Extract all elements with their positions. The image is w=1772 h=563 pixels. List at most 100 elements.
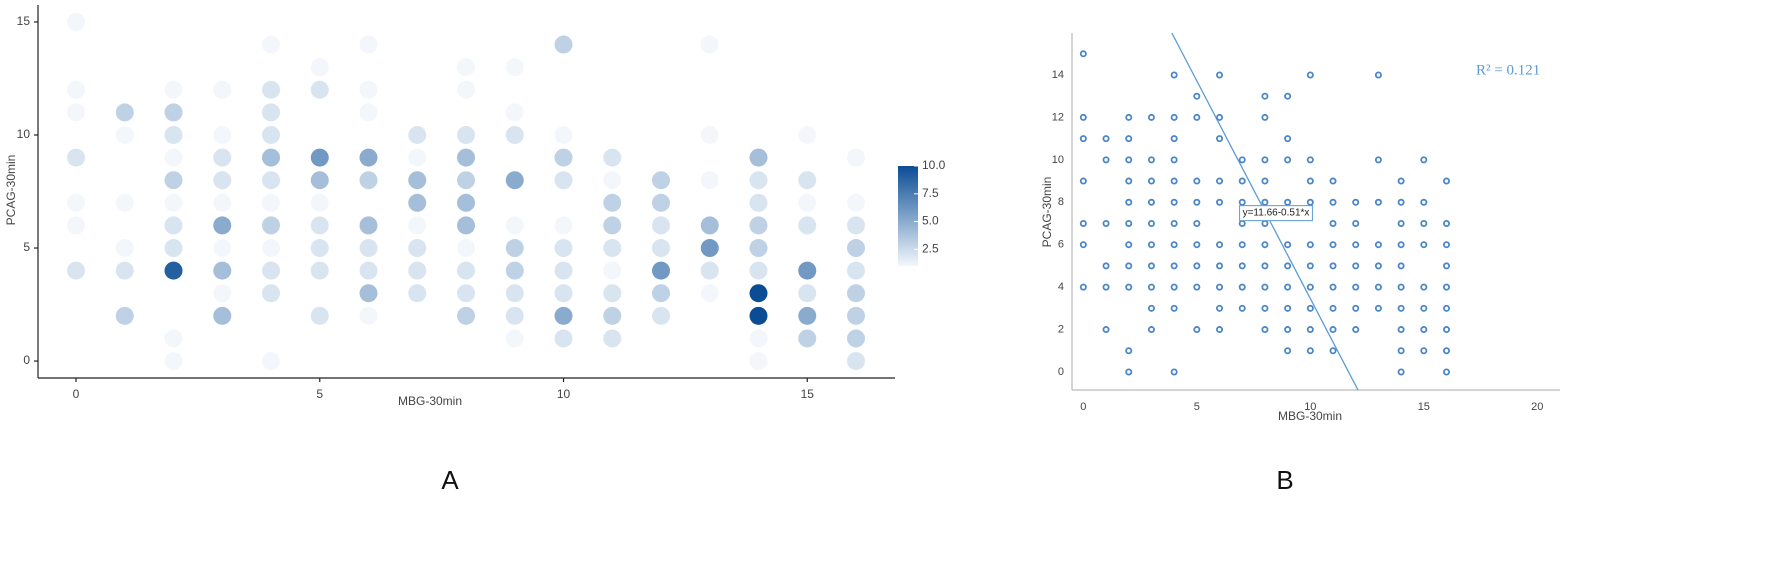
- point: [262, 216, 281, 235]
- point: [749, 216, 768, 235]
- point: [1284, 198, 1292, 206]
- point: [1079, 50, 1087, 58]
- point: [554, 261, 573, 280]
- point: [1125, 198, 1133, 206]
- point: [1170, 156, 1178, 164]
- point: [1329, 283, 1337, 291]
- point: [1261, 262, 1269, 270]
- point: [1125, 177, 1133, 185]
- point: [1216, 262, 1224, 270]
- point: [847, 216, 866, 235]
- point: [457, 171, 476, 190]
- point: [1125, 135, 1133, 143]
- point: [505, 58, 524, 77]
- point: [1329, 198, 1337, 206]
- point: [115, 306, 134, 325]
- point: [359, 216, 378, 235]
- point: [164, 80, 183, 99]
- point: [603, 148, 622, 167]
- point: [1397, 219, 1405, 227]
- point: [700, 35, 719, 54]
- point: [213, 171, 232, 190]
- point: [359, 306, 378, 325]
- point: [554, 148, 573, 167]
- point: [310, 148, 329, 167]
- point: [554, 329, 573, 348]
- point: [1147, 113, 1155, 121]
- x-tick-label: 20: [1531, 401, 1543, 413]
- point: [67, 216, 86, 235]
- point: [1397, 198, 1405, 206]
- point: [603, 306, 622, 325]
- point: [408, 284, 427, 303]
- point: [652, 216, 671, 235]
- point: [505, 125, 524, 144]
- point: [1125, 368, 1133, 376]
- point: [115, 103, 134, 122]
- point: [262, 239, 281, 258]
- point: [1193, 177, 1201, 185]
- point: [1216, 135, 1224, 143]
- point: [1374, 198, 1382, 206]
- point: [457, 148, 476, 167]
- point: [213, 306, 232, 325]
- point: [115, 193, 134, 212]
- point: [749, 171, 768, 190]
- point: [457, 284, 476, 303]
- point: [1125, 262, 1133, 270]
- point: [310, 216, 329, 235]
- colorbar: [898, 166, 918, 266]
- point: [359, 284, 378, 303]
- point: [1261, 304, 1269, 312]
- point: [1443, 304, 1451, 312]
- point: [798, 125, 817, 144]
- x-axis-label: MBG-30min: [1278, 409, 1342, 423]
- point: [1352, 283, 1360, 291]
- point: [310, 261, 329, 280]
- point: [164, 329, 183, 348]
- point: [652, 261, 671, 280]
- point: [67, 193, 86, 212]
- point: [749, 193, 768, 212]
- point: [1238, 283, 1246, 291]
- point: [213, 148, 232, 167]
- colorbar-tick-label: 5.0: [922, 214, 939, 228]
- point: [1284, 283, 1292, 291]
- point: [1170, 368, 1178, 376]
- point: [1284, 156, 1292, 164]
- point: [67, 12, 86, 31]
- point: [310, 80, 329, 99]
- point: [164, 171, 183, 190]
- point: [505, 171, 524, 190]
- point: [1216, 198, 1224, 206]
- point: [749, 148, 768, 167]
- point: [1397, 262, 1405, 270]
- point: [1193, 262, 1201, 270]
- point: [505, 329, 524, 348]
- point: [457, 58, 476, 77]
- y-tick-label: 15: [17, 14, 31, 28]
- point: [1329, 219, 1337, 227]
- point: [554, 306, 573, 325]
- point: [1261, 283, 1269, 291]
- point: [262, 171, 281, 190]
- point: [1374, 304, 1382, 312]
- point: [1374, 71, 1382, 79]
- point: [1284, 135, 1292, 143]
- point: [1443, 347, 1451, 355]
- point: [505, 261, 524, 280]
- point: [1193, 219, 1201, 227]
- y-tick-label: 14: [1052, 69, 1064, 81]
- point: [1147, 156, 1155, 164]
- point: [1306, 347, 1314, 355]
- point: [1238, 156, 1246, 164]
- point: [847, 261, 866, 280]
- point: [408, 239, 427, 258]
- point: [1170, 219, 1178, 227]
- point: [1329, 326, 1337, 334]
- point: [1193, 241, 1201, 249]
- y-tick-label: 5: [23, 240, 30, 254]
- x-tick-label: 15: [1418, 401, 1430, 413]
- point: [164, 148, 183, 167]
- point: [847, 329, 866, 348]
